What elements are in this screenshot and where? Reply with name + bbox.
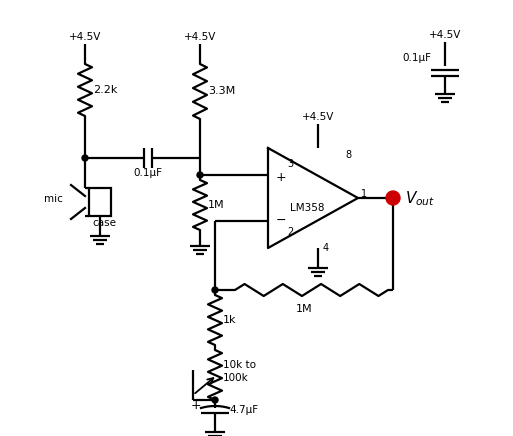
Circle shape	[82, 155, 88, 161]
Circle shape	[197, 172, 203, 178]
Text: 2: 2	[287, 227, 293, 237]
Text: mic: mic	[44, 194, 63, 204]
Text: 1M: 1M	[295, 304, 312, 314]
Text: +: +	[276, 170, 287, 184]
Bar	[89, 188, 111, 216]
Text: 8: 8	[346, 150, 352, 160]
Text: 1M: 1M	[208, 200, 225, 210]
Text: 2.2k: 2.2k	[93, 85, 117, 95]
Text: +: +	[190, 399, 201, 412]
Text: 10k to: 10k to	[223, 360, 256, 370]
Text: $V_{out}$: $V_{out}$	[405, 190, 435, 208]
Text: LM358: LM358	[290, 203, 325, 213]
Text: case: case	[92, 218, 116, 228]
Text: +4.5V: +4.5V	[302, 112, 334, 122]
Circle shape	[212, 287, 218, 293]
Text: 3: 3	[287, 159, 293, 169]
Circle shape	[212, 397, 218, 403]
Text: 0.1μF: 0.1μF	[402, 53, 431, 63]
Text: 4: 4	[323, 243, 329, 253]
Text: +4.5V: +4.5V	[184, 32, 216, 42]
Text: 4.7μF: 4.7μF	[229, 405, 258, 415]
Text: +4.5V: +4.5V	[429, 30, 461, 40]
Text: 100k: 100k	[223, 373, 249, 383]
Text: +4.5V: +4.5V	[69, 32, 101, 42]
Text: −: −	[276, 214, 286, 226]
Text: 3.3M: 3.3M	[208, 86, 235, 96]
Text: 1: 1	[361, 189, 367, 199]
Text: 0.1μF: 0.1μF	[133, 168, 163, 178]
Text: 1k: 1k	[223, 315, 236, 325]
Circle shape	[386, 191, 400, 205]
